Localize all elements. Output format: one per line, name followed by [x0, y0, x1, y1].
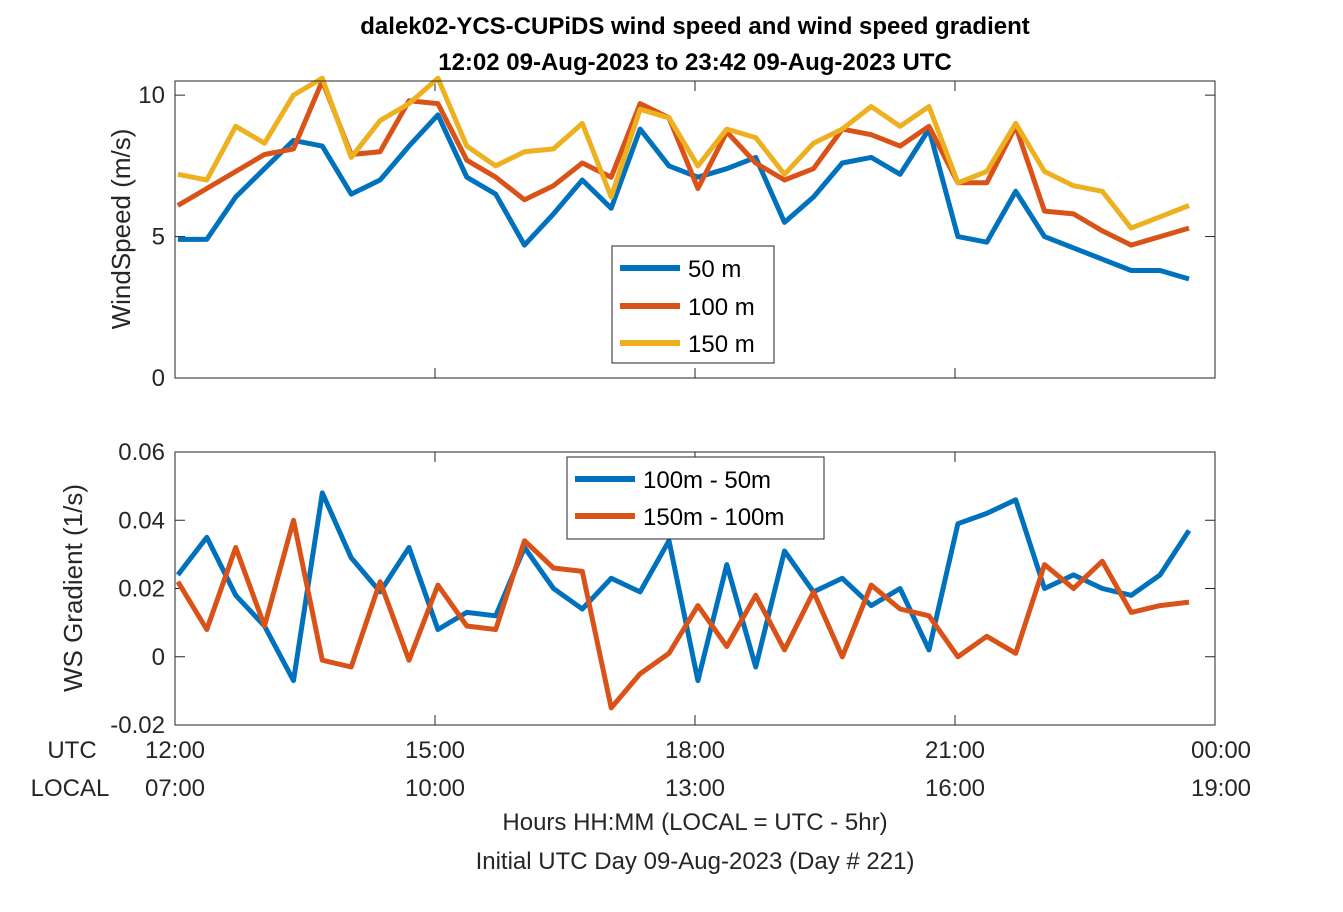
gradient-ytick-label: -0.02 [110, 712, 165, 739]
local-tick-label: 16:00 [925, 775, 985, 802]
local-tick-label: 19:00 [1191, 775, 1251, 802]
windspeed-series-line-1 [177, 112, 1190, 282]
utc-tick-label: 21:00 [925, 737, 985, 764]
windspeed-legend: 50 m 100 m 150 m [611, 245, 775, 364]
x-axis: UTC LOCAL 12:00 07:00 15:00 10:00 18:00 13:00… [31, 737, 1251, 875]
gradient-ytick-label: 0.04 [118, 507, 165, 534]
local-tick-label: 13:00 [665, 775, 725, 802]
gradient-legend: 100m - 50m 150m - 100m [566, 456, 825, 540]
gradient-ylabel: WS Gradient (1/s) [58, 484, 88, 692]
utc-tick-label: 18:00 [665, 737, 725, 764]
local-tick-label: 10:00 [405, 775, 465, 802]
local-tick-label: 07:00 [145, 775, 205, 802]
gradient-ytick-label: 0.02 [118, 576, 165, 603]
x-axis-label: Hours HH:MM (LOCAL = UTC - 5hr) [502, 809, 887, 836]
windspeed-ytick-label: 5 [152, 224, 165, 251]
windspeed-ytick-label: 0 [152, 365, 165, 392]
gradient-axes-box [174, 451, 1216, 726]
windspeed-series-line-3 [177, 75, 1190, 231]
gradient-ytick-label: 0 [152, 644, 165, 671]
local-row-label: LOCAL [31, 775, 110, 802]
utc-tick-label: 12:00 [145, 737, 205, 764]
gradient-panel: -0.02 0 0.02 0.04 0.06 WS Gradient (1/s) 100… [58, 439, 1216, 739]
legend-label-100m-50m: 100m - 50m [643, 467, 771, 494]
gradient-series-line-2 [175, 517, 1190, 711]
windspeed-axes-box [174, 80, 1216, 379]
legend-label-150m-100m: 150m - 100m [643, 504, 784, 531]
chart-title: dalek02-YCS-CUPiDS wind speed and wind s… [360, 13, 1029, 40]
utc-row-label: UTC [47, 737, 96, 764]
legend-label-50m: 50 m [688, 256, 741, 283]
legend-label-150m: 150 m [688, 331, 755, 358]
chart-subtitle: 12:02 09-Aug-2023 to 23:42 09-Aug-2023 U… [438, 49, 952, 76]
legend-label-100m: 100 m [688, 294, 755, 321]
windspeed-ytick-label: 10 [138, 82, 165, 109]
utc-tick-label: 15:00 [405, 737, 465, 764]
windspeed-panel: 0 5 10 WindSpeed (m/s) 50 m 100 m 150 m [106, 75, 1216, 392]
footnote: Initial UTC Day 09-Aug-2023 (Day # 221) [476, 848, 915, 875]
gradient-ytick-label: 0.06 [118, 439, 165, 466]
windspeed-ylabel: WindSpeed (m/s) [106, 129, 136, 330]
gradient-series-line-1 [175, 490, 1192, 684]
utc-tick-label: 00:00 [1191, 737, 1251, 764]
